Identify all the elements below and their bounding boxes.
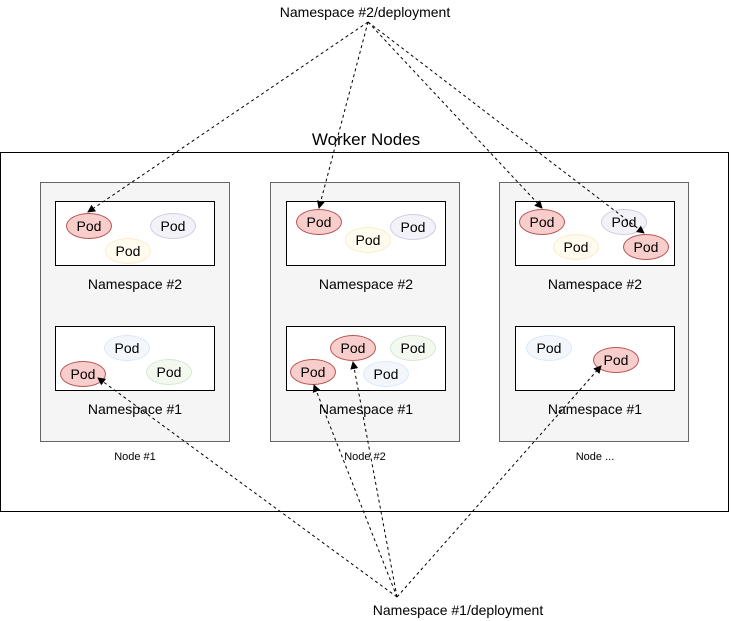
namespace-2-label: Namespace #2 (318, 276, 414, 292)
namespace1-deployment-label: Namespace #1/deployment (372, 602, 544, 618)
namespace-1-label: Namespace #1 (318, 401, 414, 417)
namespace-1-label: Namespace #1 (87, 401, 183, 417)
pod[interactable]: Pod (519, 209, 565, 235)
pod[interactable]: Pod (290, 359, 336, 385)
pod[interactable]: Pod (363, 361, 409, 387)
pod[interactable]: Pod (390, 335, 436, 361)
pod[interactable]: Pod (105, 238, 151, 264)
pod[interactable]: Pod (146, 359, 192, 385)
node-label: Node #2 (344, 451, 386, 463)
pod[interactable]: Pod (330, 335, 376, 361)
pod[interactable]: Pod (104, 335, 150, 361)
pod[interactable]: Pod (345, 227, 391, 253)
pod[interactable]: Pod (390, 214, 436, 240)
namespace-1-label: Namespace #1 (547, 401, 643, 417)
pod[interactable]: Pod (60, 361, 106, 387)
namespace2-deployment-label: Namespace #2/deployment (279, 4, 451, 20)
pod[interactable]: Pod (623, 234, 669, 260)
node-label: Node #1 (114, 451, 156, 463)
pod[interactable]: Pod (526, 335, 572, 361)
pod[interactable]: Pod (150, 213, 196, 239)
namespace-2-label: Namespace #2 (547, 276, 643, 292)
pod[interactable]: Pod (553, 234, 599, 260)
pod[interactable]: Pod (601, 209, 647, 235)
node-label: Node ... (575, 451, 615, 463)
pod[interactable]: Pod (296, 209, 342, 235)
pod[interactable]: Pod (593, 347, 639, 373)
pod[interactable]: Pod (66, 213, 112, 239)
namespace-2-label: Namespace #2 (87, 276, 183, 292)
worker-nodes-title: Worker Nodes (311, 130, 421, 149)
